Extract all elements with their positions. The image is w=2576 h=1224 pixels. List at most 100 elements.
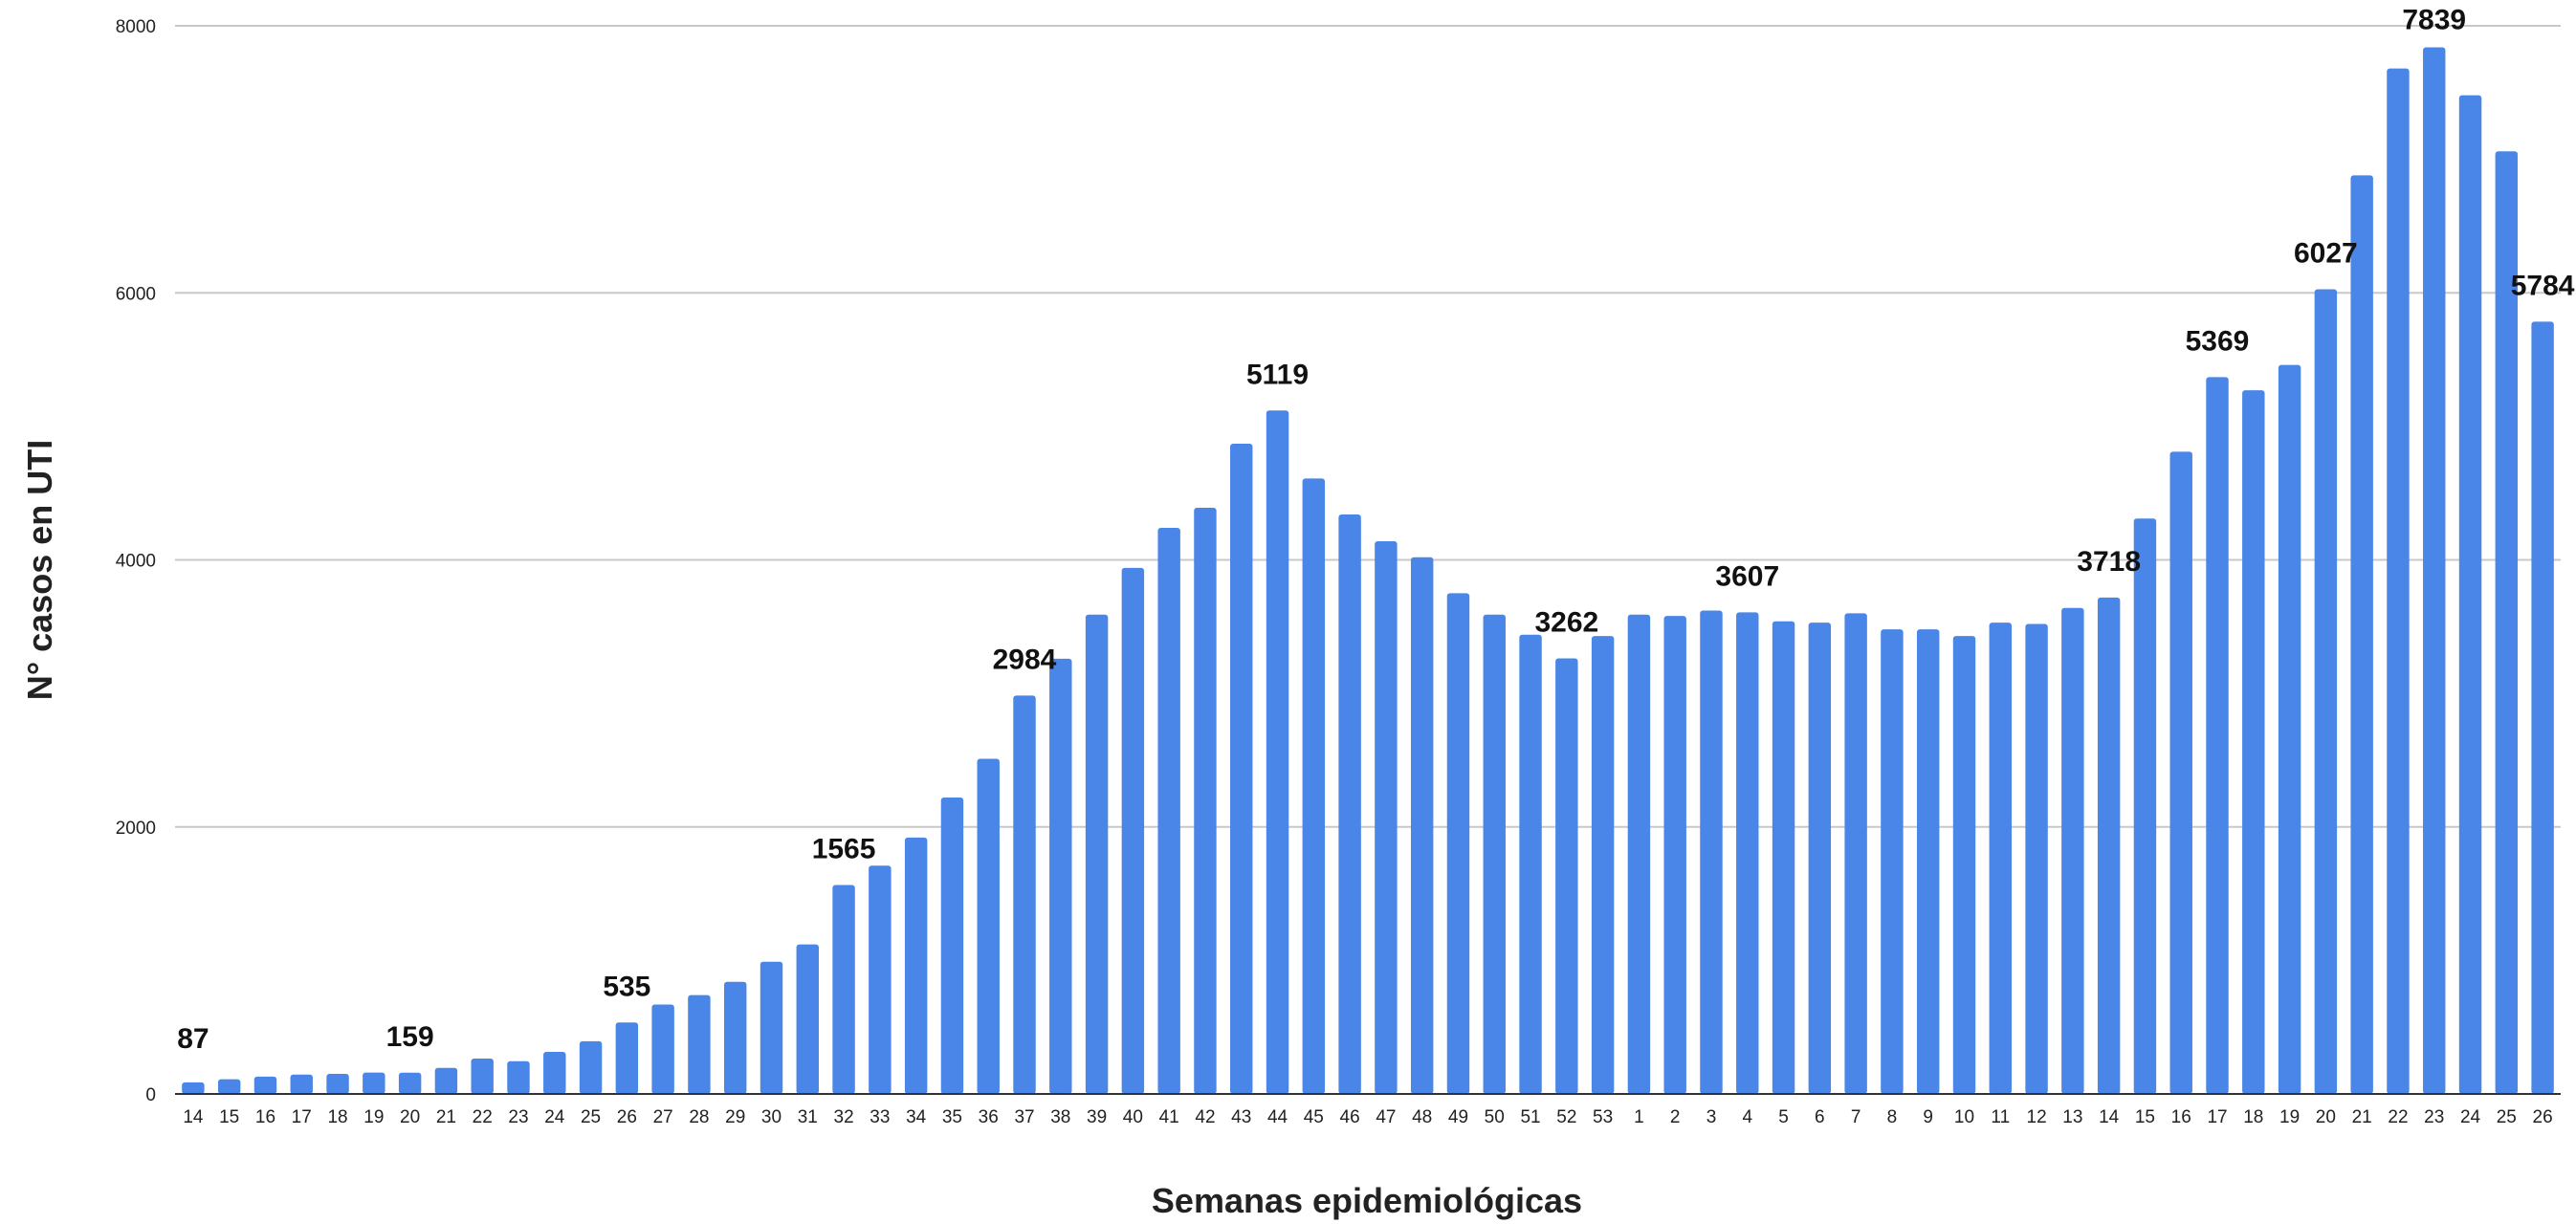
x-tick-label: 12: [2027, 1107, 2047, 1127]
x-tick-label: 49: [1448, 1107, 1468, 1127]
x-tick-label: 48: [1412, 1107, 1432, 1127]
x-tick-label: 52: [1556, 1107, 1576, 1127]
x-tick-label: 8: [1887, 1107, 1898, 1127]
bar: [253, 1076, 277, 1094]
x-tick-label: 25: [581, 1107, 601, 1127]
bar: [869, 865, 892, 1094]
x-tick-label: 24: [544, 1107, 565, 1127]
bar: [1338, 514, 1361, 1094]
bar: [977, 758, 1000, 1094]
bar: [1194, 508, 1217, 1094]
bar: [1663, 616, 1686, 1094]
x-tick-label: 6: [1815, 1107, 1825, 1127]
x-tick-label: 14: [2099, 1107, 2120, 1127]
x-tick-label: 16: [2171, 1107, 2191, 1127]
bar: [1230, 444, 1253, 1094]
bar: [2350, 175, 2373, 1094]
bar: [326, 1074, 349, 1094]
bar: [2278, 364, 2301, 1095]
x-tick-label: 35: [942, 1107, 962, 1127]
x-tick-label: 38: [1050, 1107, 1070, 1127]
x-tick-label: 37: [1014, 1107, 1034, 1127]
data-label: 5369: [2186, 325, 2250, 357]
x-tick-label: 26: [617, 1107, 637, 1127]
x-tick-label: 42: [1195, 1107, 1215, 1127]
data-label: 3262: [1534, 607, 1598, 639]
bar: [1916, 629, 1940, 1094]
x-tick-label: 3: [1706, 1107, 1717, 1127]
x-tick-label: 40: [1123, 1107, 1143, 1127]
x-tick-label: 10: [1954, 1107, 1974, 1127]
data-label: 7839: [2402, 4, 2466, 35]
bars: [182, 47, 2554, 1095]
bar: [1049, 658, 1072, 1094]
bar: [507, 1060, 530, 1094]
bar: [290, 1074, 313, 1094]
x-tick-label: 17: [292, 1107, 312, 1127]
x-tick-label: 26: [2533, 1107, 2553, 1127]
bar: [2387, 68, 2410, 1094]
x-tick-label: 21: [2352, 1107, 2372, 1127]
x-tick-label: 9: [1923, 1107, 1933, 1127]
bar: [2458, 95, 2482, 1095]
bar: [1375, 540, 1398, 1094]
x-tick-label: 7: [1851, 1107, 1861, 1127]
x-tick-label: 24: [2460, 1107, 2481, 1127]
bar: [434, 1067, 458, 1094]
y-tick-label: 8000: [116, 17, 156, 37]
bar: [1410, 557, 1434, 1094]
data-label: 87: [177, 1023, 209, 1055]
bar: [2423, 47, 2446, 1095]
bar: [2169, 451, 2192, 1094]
y-tick-labels: 0 2000 4000 6000 8000: [116, 17, 156, 1105]
bar: [363, 1072, 385, 1094]
x-tick-label: 5: [1778, 1107, 1789, 1127]
data-labels: 87 159 535 1565 2984 5119 3262 3607 3718 5369 6027…: [177, 4, 2575, 1054]
x-tick-label: 50: [1485, 1107, 1505, 1127]
x-tick-label: 18: [327, 1107, 347, 1127]
bar: [217, 1079, 241, 1094]
x-tick-labels: 14 15 16 17 18 19 20 21 22 23 24 25 26 27 28 29 30 31 32 33…: [183, 1107, 2552, 1127]
y-tick-label: 2000: [116, 819, 156, 839]
x-tick-label: 4: [1742, 1107, 1752, 1127]
x-tick-label: 28: [689, 1107, 709, 1127]
x-tick-label: 20: [2316, 1107, 2336, 1127]
bar: [1881, 629, 1904, 1094]
bar: [2314, 289, 2338, 1095]
x-tick-label: 11: [1991, 1107, 2010, 1127]
bar: [832, 885, 855, 1094]
x-tick-label: 31: [798, 1107, 818, 1127]
bar: [1519, 634, 1542, 1094]
data-label: 5119: [1246, 359, 1309, 390]
bar: [651, 1004, 674, 1094]
bar: [2061, 607, 2084, 1094]
data-label: 3718: [2077, 546, 2141, 578]
gridlines: [175, 25, 2561, 828]
bar: [2495, 151, 2519, 1094]
x-tick-label: 19: [2279, 1107, 2300, 1127]
x-tick-label: 53: [1593, 1107, 1613, 1127]
x-axis-title: Semanas epidemiológicas: [1152, 1181, 1582, 1220]
x-tick-label: 19: [363, 1107, 384, 1127]
bar: [904, 837, 928, 1094]
data-label: 2984: [993, 644, 1057, 675]
bar: [1121, 567, 1145, 1094]
x-tick-label: 21: [436, 1107, 456, 1127]
x-tick-label: 46: [1340, 1107, 1360, 1127]
data-label: 5784: [2511, 270, 2575, 301]
x-tick-label: 15: [2135, 1107, 2155, 1127]
x-tick-label: 44: [1267, 1107, 1288, 1127]
y-tick-label: 0: [145, 1085, 156, 1105]
x-tick-label: 17: [2207, 1107, 2227, 1127]
x-tick-label: 29: [725, 1107, 745, 1127]
data-label: 535: [603, 971, 650, 1002]
bar: [1266, 410, 1289, 1094]
bar: [2133, 518, 2157, 1094]
x-tick-label: 41: [1159, 1107, 1179, 1127]
x-tick-label: 14: [183, 1107, 204, 1127]
bar: [1844, 613, 1867, 1094]
bar: [543, 1052, 566, 1094]
bar: [2242, 390, 2265, 1094]
bar: [796, 944, 820, 1094]
